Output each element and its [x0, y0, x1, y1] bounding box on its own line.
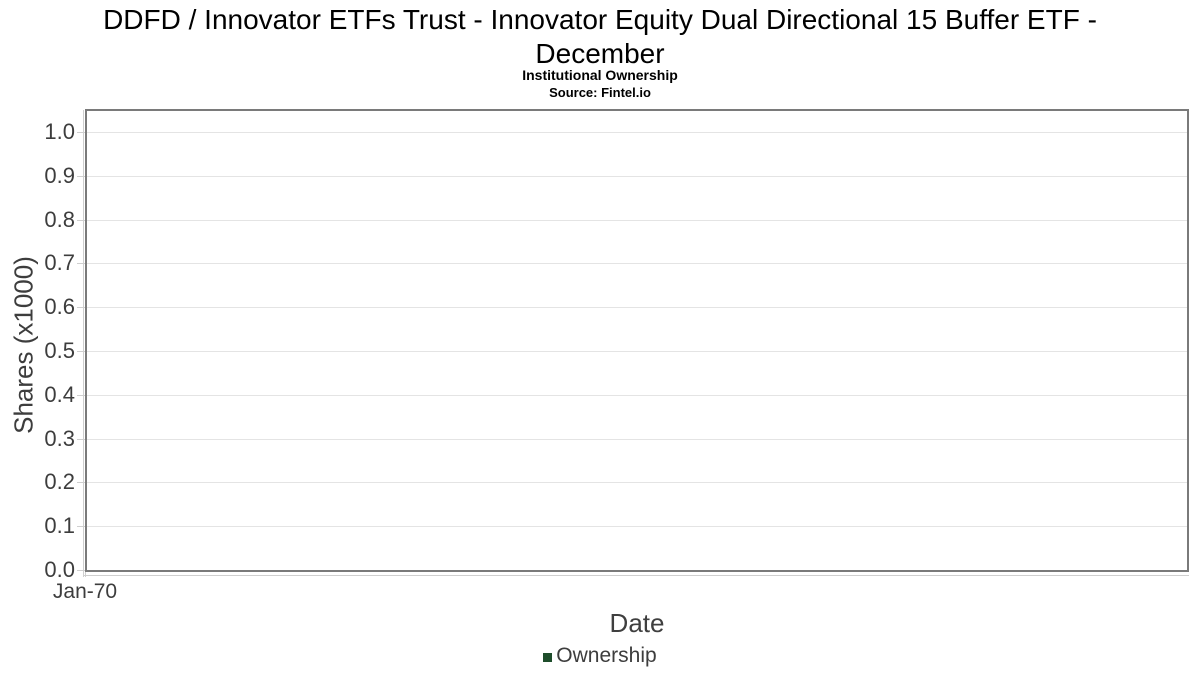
- y-tick-mark: [77, 526, 85, 527]
- y-tick-label: 0.7: [44, 250, 75, 275]
- legend: Ownership: [0, 644, 1200, 668]
- x-tick-mark: [85, 572, 86, 577]
- y-gridline: [87, 526, 1187, 527]
- y-gridline: [87, 439, 1187, 440]
- y-axis-line: [83, 110, 84, 577]
- chart-source-credit: Source: Fintel.io: [549, 85, 651, 100]
- y-gridline: [87, 132, 1187, 133]
- chart-subtitle: Institutional Ownership: [522, 67, 678, 83]
- x-tick-label: Jan-70: [52, 580, 118, 603]
- y-tick-label: 0.6: [44, 294, 75, 319]
- y-tick-mark: [77, 307, 85, 308]
- chart-title-line2: December: [535, 38, 665, 69]
- y-gridline: [87, 482, 1187, 483]
- y-gridline: [87, 263, 1187, 264]
- legend-label: Ownership: [556, 644, 657, 667]
- y-tick-mark: [77, 176, 85, 177]
- y-tick-mark: [77, 351, 85, 352]
- y-gridline: [87, 176, 1187, 177]
- chart-title: DDFD / Innovator ETFs Trust - Innovator …: [0, 3, 1200, 71]
- y-tick-mark: [77, 570, 85, 571]
- y-tick-label: 0.8: [44, 207, 75, 232]
- y-tick-mark: [77, 220, 85, 221]
- plot-area: [85, 109, 1189, 572]
- y-tick-mark: [77, 439, 85, 440]
- y-tick-label: 0.5: [44, 338, 75, 363]
- y-tick-mark: [77, 132, 85, 133]
- legend-item-ownership[interactable]: Ownership: [543, 644, 657, 668]
- y-tick-label: 0.2: [44, 469, 75, 494]
- legend-swatch-icon: [543, 652, 553, 662]
- y-tick-mark: [77, 482, 85, 483]
- y-tick-label: 0.0: [44, 557, 75, 582]
- x-axis-title: Date: [609, 608, 665, 638]
- y-tick-label: 0.1: [44, 513, 75, 538]
- y-tick-mark: [77, 263, 85, 264]
- y-gridline: [87, 307, 1187, 308]
- x-axis-line: [83, 575, 1189, 576]
- y-tick-label: 0.9: [44, 163, 75, 188]
- y-tick-label: 0.3: [44, 426, 75, 451]
- chart-title-line1: DDFD / Innovator ETFs Trust - Innovator …: [103, 4, 1097, 35]
- y-gridline: [87, 220, 1187, 221]
- y-tick-mark: [77, 395, 85, 396]
- y-tick-label: 1.0: [44, 119, 75, 144]
- y-tick-label: 0.4: [44, 382, 75, 407]
- y-gridline: [87, 351, 1187, 352]
- y-gridline: [87, 395, 1187, 396]
